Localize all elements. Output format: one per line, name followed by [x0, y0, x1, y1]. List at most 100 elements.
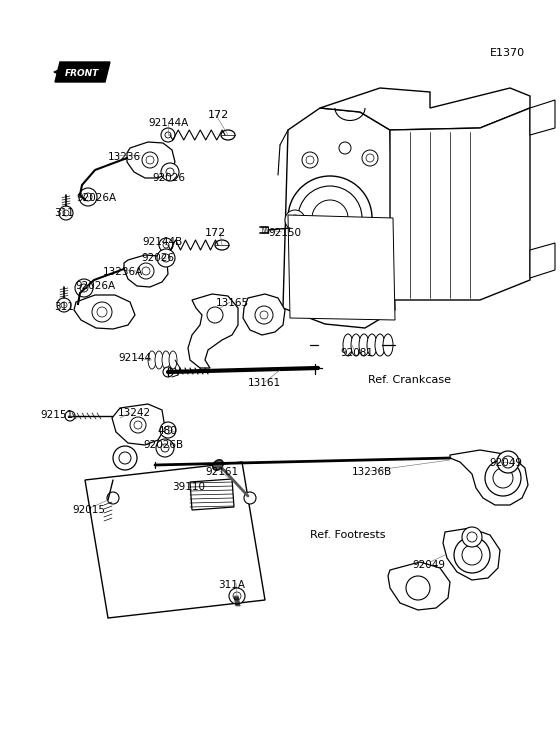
Text: 92144B: 92144B [142, 237, 182, 247]
Circle shape [366, 154, 374, 162]
Circle shape [260, 311, 268, 319]
Circle shape [255, 306, 273, 324]
Circle shape [79, 188, 97, 206]
Text: E1370: E1370 [490, 48, 525, 58]
Circle shape [138, 263, 154, 279]
Circle shape [462, 545, 482, 565]
Circle shape [288, 176, 372, 260]
Text: 92026A: 92026A [75, 281, 115, 291]
Text: 92026B: 92026B [143, 440, 183, 450]
Text: 39110: 39110 [172, 482, 205, 492]
Circle shape [161, 163, 179, 181]
Circle shape [142, 267, 150, 275]
Text: 92015: 92015 [72, 505, 105, 515]
Circle shape [502, 456, 514, 468]
Polygon shape [112, 404, 165, 445]
Polygon shape [190, 479, 234, 510]
Circle shape [233, 592, 241, 600]
Circle shape [65, 411, 75, 421]
Circle shape [156, 439, 174, 457]
Ellipse shape [169, 351, 177, 369]
Circle shape [207, 307, 223, 323]
Circle shape [157, 249, 175, 267]
Circle shape [142, 152, 158, 168]
Polygon shape [443, 528, 500, 580]
Text: 92026A: 92026A [76, 193, 116, 203]
Circle shape [161, 444, 169, 452]
Ellipse shape [351, 334, 361, 356]
Text: 172: 172 [208, 110, 229, 120]
Polygon shape [74, 295, 135, 329]
Circle shape [300, 272, 316, 288]
Ellipse shape [148, 351, 156, 369]
Text: 172: 172 [205, 228, 226, 238]
Circle shape [80, 284, 88, 292]
Polygon shape [85, 462, 265, 618]
Polygon shape [388, 562, 450, 610]
Circle shape [485, 460, 521, 496]
Circle shape [302, 152, 318, 168]
Circle shape [61, 302, 67, 308]
Ellipse shape [343, 334, 353, 356]
Text: 13165: 13165 [216, 298, 249, 308]
Ellipse shape [359, 334, 369, 356]
Polygon shape [450, 450, 528, 505]
Polygon shape [530, 100, 555, 135]
Circle shape [467, 532, 477, 542]
Circle shape [164, 426, 172, 434]
Polygon shape [55, 62, 110, 82]
Circle shape [63, 210, 69, 216]
Text: 92049: 92049 [412, 560, 445, 570]
Text: 92081: 92081 [340, 348, 373, 358]
Circle shape [366, 274, 374, 282]
Circle shape [229, 588, 245, 604]
Text: 13236A: 13236A [103, 267, 143, 277]
Polygon shape [127, 142, 175, 178]
Polygon shape [188, 294, 238, 368]
Polygon shape [530, 243, 555, 278]
Ellipse shape [221, 130, 235, 140]
Text: 311: 311 [54, 302, 74, 312]
Polygon shape [390, 108, 530, 300]
Text: 92144: 92144 [118, 353, 151, 363]
Circle shape [163, 367, 173, 377]
Circle shape [146, 156, 154, 164]
Text: 92144A: 92144A [148, 118, 188, 128]
Text: Ref. Crankcase: Ref. Crankcase [368, 375, 451, 385]
Circle shape [84, 193, 92, 201]
Circle shape [362, 270, 378, 286]
Polygon shape [320, 88, 530, 130]
Text: 92161: 92161 [205, 467, 238, 477]
Text: 92150: 92150 [268, 228, 301, 238]
Circle shape [406, 576, 430, 600]
Circle shape [161, 128, 175, 142]
Circle shape [339, 142, 351, 154]
Text: 92049: 92049 [489, 458, 522, 468]
Circle shape [75, 279, 93, 297]
Circle shape [107, 492, 119, 504]
Circle shape [166, 168, 174, 176]
Ellipse shape [375, 334, 385, 356]
Polygon shape [124, 255, 168, 287]
Circle shape [59, 206, 73, 220]
Text: 92151: 92151 [40, 410, 73, 420]
Circle shape [165, 132, 171, 138]
Text: 480: 480 [157, 426, 177, 436]
Circle shape [163, 242, 169, 248]
Text: Ref. Footrests: Ref. Footrests [310, 530, 385, 540]
Text: 13236B: 13236B [352, 467, 392, 477]
Polygon shape [243, 294, 285, 335]
Circle shape [306, 156, 314, 164]
Circle shape [57, 298, 71, 312]
Circle shape [454, 537, 490, 573]
Polygon shape [283, 108, 395, 328]
Circle shape [130, 417, 146, 433]
Ellipse shape [155, 351, 163, 369]
Ellipse shape [215, 240, 229, 250]
Circle shape [290, 215, 300, 225]
Circle shape [285, 210, 305, 230]
Circle shape [312, 200, 348, 236]
Ellipse shape [383, 334, 393, 356]
Circle shape [113, 446, 137, 470]
Circle shape [92, 302, 112, 322]
